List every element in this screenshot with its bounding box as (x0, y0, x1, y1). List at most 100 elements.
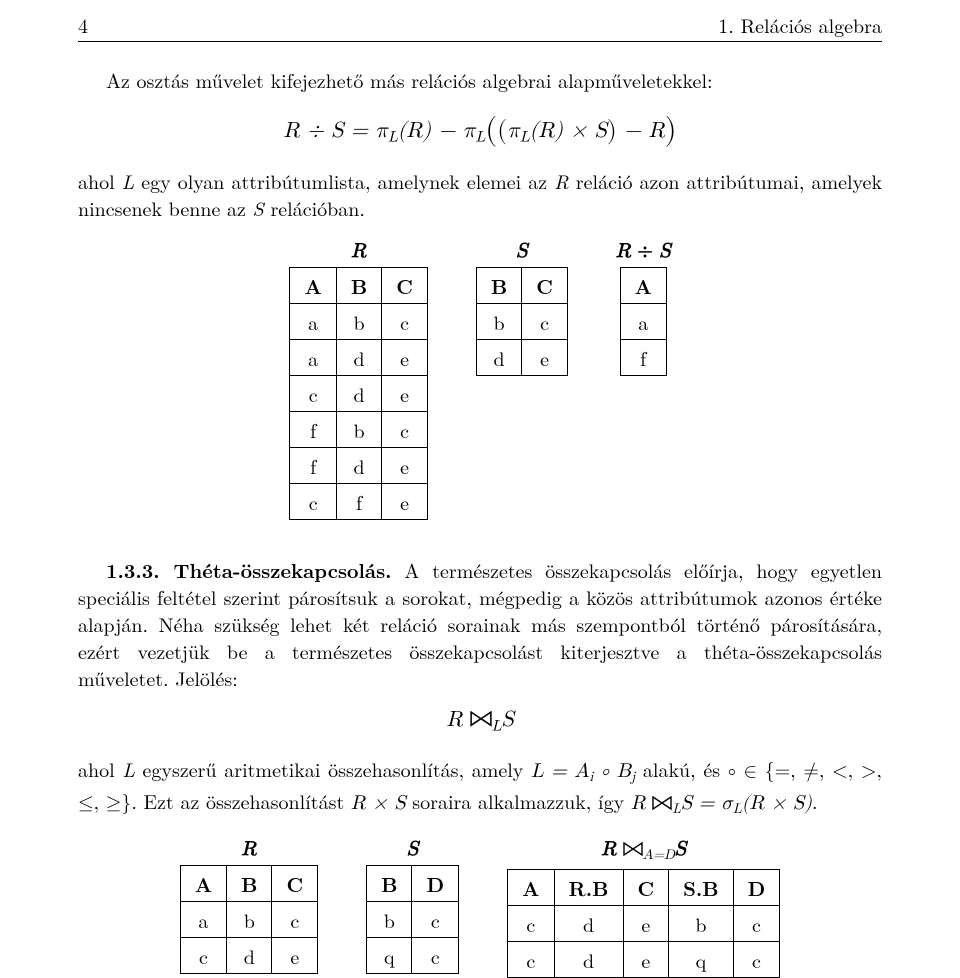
formula-division: R ÷ S = πL(R) − πL((πL(R) × S) − R) (78, 109, 882, 147)
table-cell: d (336, 447, 381, 483)
table-row: cde (180, 938, 317, 974)
table-cell: e (272, 938, 318, 974)
table-cell: c (733, 905, 780, 941)
table-row: ade (290, 339, 427, 375)
table-cell: b (669, 905, 734, 941)
table-cell: e (522, 339, 568, 375)
table1-R-wrap: RABCabcadecdefbcfdecfe (289, 239, 427, 520)
table-header-cell: B (227, 866, 272, 902)
table-header-cell: R.B (554, 869, 623, 905)
table-cell: c (522, 303, 568, 339)
table-cell: b (227, 902, 272, 938)
header-rule (78, 41, 882, 42)
table-header-cell: C (272, 866, 318, 902)
table-cell: c (290, 375, 336, 411)
table-cell: c (412, 902, 459, 938)
table-row: de (476, 339, 567, 375)
table-cell: c (412, 938, 459, 974)
table-row: abc (290, 303, 427, 339)
table-cell: d (227, 938, 272, 974)
page-header: 4 1. Relációs algebra (78, 0, 882, 41)
table-row: a (620, 303, 666, 339)
table-cell: c (382, 303, 428, 339)
formula-theta-join: R LS (78, 707, 882, 736)
table-cell: a (290, 339, 336, 375)
table2-R-title: R (242, 837, 257, 861)
table1-S-table: BCbcde (476, 267, 568, 376)
table-cell: a (180, 902, 226, 938)
table-cell: c (180, 938, 226, 974)
table-cell: b (476, 303, 521, 339)
table-header-cell: A (620, 267, 666, 303)
table-cell: q (669, 941, 734, 977)
table-cell: f (290, 411, 336, 447)
table1-S-wrap: SBCbcde (476, 239, 568, 376)
table-row: cdeqc (508, 941, 780, 977)
table-header-cell: A (508, 869, 554, 905)
table-row: abc (180, 902, 317, 938)
table-cell: a (620, 303, 666, 339)
table1-RS-title: R ÷ S (616, 239, 671, 263)
table2-RS-wrap: R A=DSAR.BCS.BDcdebccdeqc (507, 837, 780, 977)
tables-division: RABCabcadecdefbcfdecfeSBCbcdeR ÷ SAaf (78, 239, 882, 520)
table-row: bc (476, 303, 567, 339)
table-cell: d (336, 375, 381, 411)
table-cell: c (272, 902, 318, 938)
table2-RS-table: AR.BCS.BDcdebccdeqc (507, 869, 780, 978)
table1-S-title: S (516, 239, 527, 263)
para-theta-def: ahol L egyszerű aritmetikai összehasonlí… (78, 755, 882, 819)
table-cell: d (336, 339, 381, 375)
table-header-cell: D (733, 869, 780, 905)
table-cell: b (336, 411, 381, 447)
section-theta: 1.3.3. Théta-összekapcsolás. A természet… (78, 556, 882, 691)
table-cell: e (623, 905, 669, 941)
table-row: fbc (290, 411, 427, 447)
table-row: fde (290, 447, 427, 483)
table-row: cde (290, 375, 427, 411)
table-row: bc (367, 902, 459, 938)
table2-R-table: ABCabccde (180, 865, 318, 974)
table-header-cell: D (412, 866, 459, 902)
chapter-title: 1. Relációs algebra (718, 10, 882, 39)
table-header-cell: B (367, 866, 412, 902)
table-header-cell: C (382, 267, 428, 303)
table-cell: f (336, 483, 381, 519)
table2-S-table: BDbcqc (366, 865, 459, 974)
table-cell: f (620, 339, 666, 375)
table-cell: e (382, 375, 428, 411)
table-cell: e (382, 483, 428, 519)
section-number: 1.3.3. Théta-összekapcsolás. (106, 555, 392, 584)
table-cell: c (508, 941, 554, 977)
table-cell: e (382, 339, 428, 375)
table2-R-wrap: RABCabccde (180, 837, 318, 974)
table-header-cell: A (290, 267, 336, 303)
table-cell: q (367, 938, 412, 974)
tables-theta: RABCabccdeSBDbcqcR A=DSAR.BCS.BDcdebccde… (78, 837, 882, 977)
table-row: qc (367, 938, 459, 974)
table1-RS-wrap: R ÷ S Aaf (616, 239, 671, 376)
table2-S-title: S (407, 837, 418, 861)
table-cell: c (508, 905, 554, 941)
table-header-cell: C (522, 267, 568, 303)
intro-paragraph: Az osztás művelet kifejezhető más reláci… (78, 66, 882, 93)
table-cell: a (290, 303, 336, 339)
table-row: cdebc (508, 905, 780, 941)
table-cell: e (382, 447, 428, 483)
table-header-cell: B (336, 267, 381, 303)
table-cell: d (476, 339, 521, 375)
table-row: cfe (290, 483, 427, 519)
table-cell: c (290, 483, 336, 519)
table-cell: d (554, 941, 623, 977)
table-header-cell: B (476, 267, 521, 303)
table-cell: c (382, 411, 428, 447)
page-number: 4 (78, 10, 88, 39)
table1-R-table: ABCabcadecdefbcfdecfe (289, 267, 427, 520)
table2-S-wrap: SBDbcqc (366, 837, 459, 974)
table-header-cell: C (623, 869, 669, 905)
para-L-def: ahol L egy olyan attribútumlista, amelyn… (78, 167, 882, 221)
table-cell: d (554, 905, 623, 941)
table-header-cell: S.B (669, 869, 734, 905)
table-cell: e (623, 941, 669, 977)
table-cell: f (290, 447, 336, 483)
table-cell: b (336, 303, 381, 339)
